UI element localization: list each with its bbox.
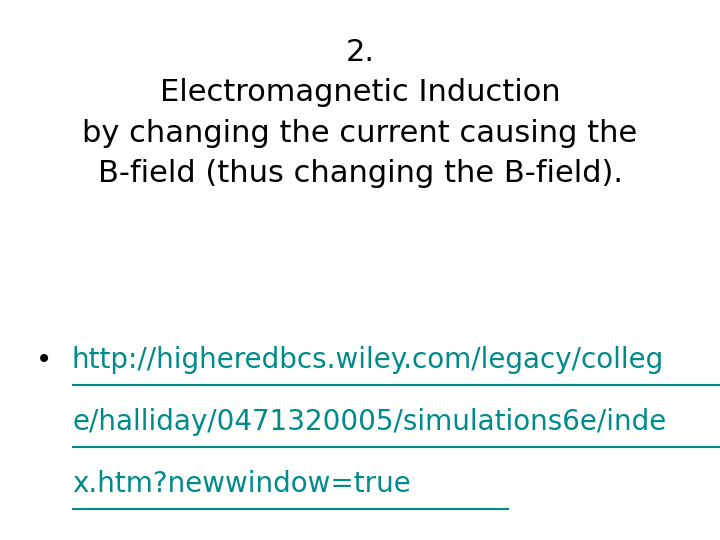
Text: http://higheredbcs.wiley.com/legacy/colleg: http://higheredbcs.wiley.com/legacy/coll… xyxy=(72,346,665,374)
Text: e/halliday/0471320005/simulations6e/inde: e/halliday/0471320005/simulations6e/inde xyxy=(72,408,666,436)
Text: •: • xyxy=(36,346,53,374)
Text: 2.
Electromagnetic Induction
by changing the current causing the
B-field (thus c: 2. Electromagnetic Induction by changing… xyxy=(82,38,638,188)
Text: x.htm?newwindow=true: x.htm?newwindow=true xyxy=(72,470,410,498)
